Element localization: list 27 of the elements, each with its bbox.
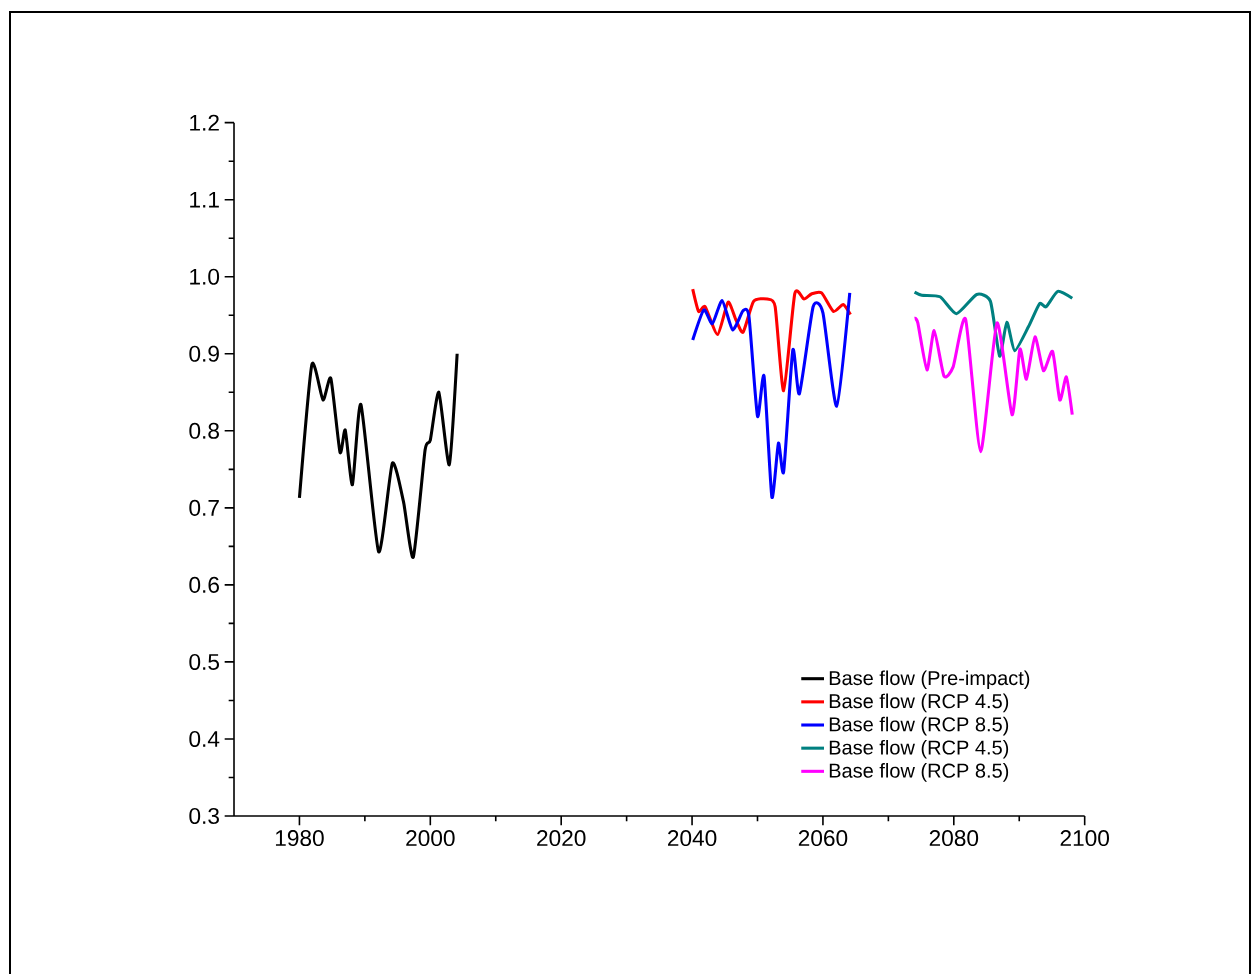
line-series <box>913 316 1074 454</box>
y-tick-label: 1.0 <box>190 268 220 285</box>
legend-label: Base flow (RCP 8.5) <box>829 763 1009 782</box>
x-tick-label: 2060 <box>798 830 848 847</box>
line-series <box>297 352 459 559</box>
x-tick-label: 2020 <box>537 830 586 847</box>
y-tick-label: 1.2 <box>190 114 219 131</box>
legend-label: Base flow (Pre-impact) <box>829 670 1030 690</box>
line-series <box>691 287 852 393</box>
legend-label: Base flow (RCP 4.5) <box>829 739 1009 759</box>
y-tick-label: 0.9 <box>189 345 219 362</box>
x-tick-label: 2000 <box>406 830 455 847</box>
y-tick-label: 0.3 <box>189 807 219 825</box>
x-tick-label: 2100 <box>1060 830 1110 847</box>
y-tick-label: 0.5 <box>189 653 219 670</box>
y-tick-label: 0.7 <box>189 499 219 516</box>
y-tick-label: 0.4 <box>189 730 220 747</box>
y-tick-label: 0.8 <box>189 422 219 439</box>
y-tick-label: 1.1 <box>190 191 219 208</box>
legend-label: Base flow (RCP 8.5) <box>829 716 1009 736</box>
x-tick-label: 2080 <box>929 830 979 847</box>
legend-label: Base flow (RCP 4.5) <box>829 693 1009 713</box>
x-tick-label: 2040 <box>668 830 717 847</box>
x-tick-label: 1980 <box>275 830 324 847</box>
y-tick-label: 0.6 <box>189 576 219 593</box>
line-series <box>691 291 852 499</box>
line-series <box>913 289 1074 358</box>
